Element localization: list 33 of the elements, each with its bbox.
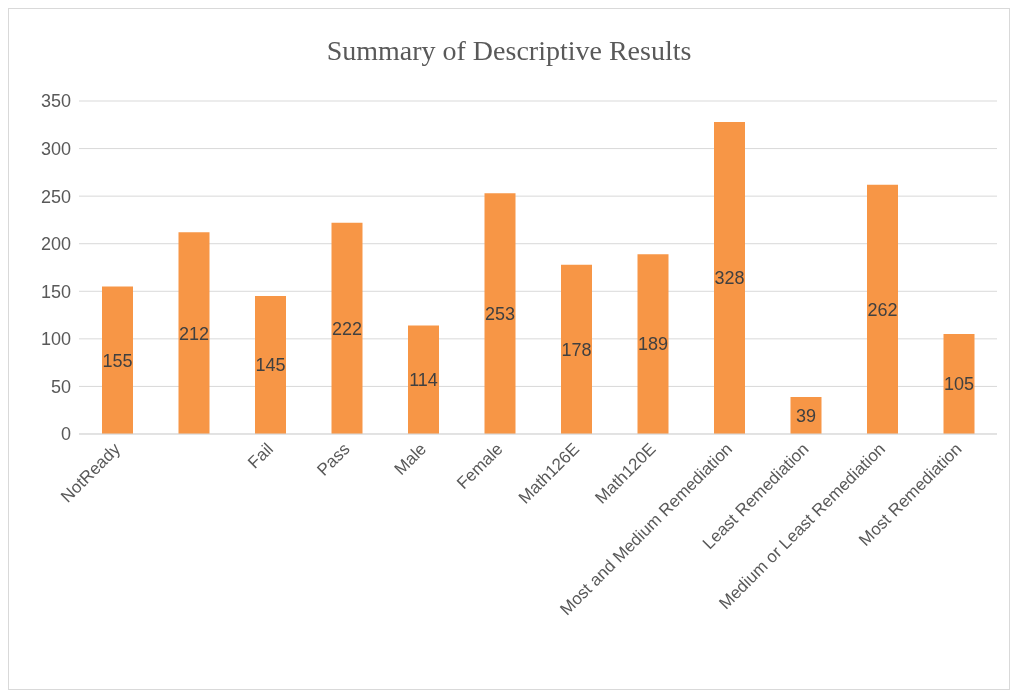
data-label: 253 <box>484 304 516 325</box>
y-tick-label: 250 <box>40 186 71 207</box>
data-label: 114 <box>409 370 438 391</box>
bar <box>255 296 286 434</box>
data-label: 39 <box>795 405 817 426</box>
y-tick-label: 200 <box>40 234 71 255</box>
y-tick-label: 150 <box>40 281 71 302</box>
data-label: 328 <box>714 268 745 289</box>
data-label: 222 <box>331 318 363 339</box>
bar <box>714 121 745 434</box>
x-tick-label: Fail <box>244 439 278 473</box>
y-tick-label: 350 <box>40 91 71 112</box>
bar <box>408 325 439 434</box>
bar <box>637 254 669 434</box>
bar <box>943 334 975 434</box>
chart-title: Summary of Descriptive Results <box>325 35 693 67</box>
bar <box>178 232 210 434</box>
data-label: 105 <box>943 374 975 395</box>
bar <box>102 286 133 434</box>
data-label: 189 <box>637 334 669 355</box>
y-tick-label: 0 <box>60 424 71 445</box>
data-label: 212 <box>178 323 210 344</box>
data-label: 145 <box>255 355 286 376</box>
bar <box>561 264 592 434</box>
y-tick-label: 100 <box>40 329 71 350</box>
bar <box>867 184 898 434</box>
y-tick-label: 300 <box>40 138 71 159</box>
y-tick-label: 50 <box>50 376 71 397</box>
bar <box>331 222 363 434</box>
data-label: 262 <box>867 299 898 320</box>
data-label: 155 <box>102 350 133 371</box>
data-label: 178 <box>561 339 592 360</box>
bar <box>484 193 516 434</box>
